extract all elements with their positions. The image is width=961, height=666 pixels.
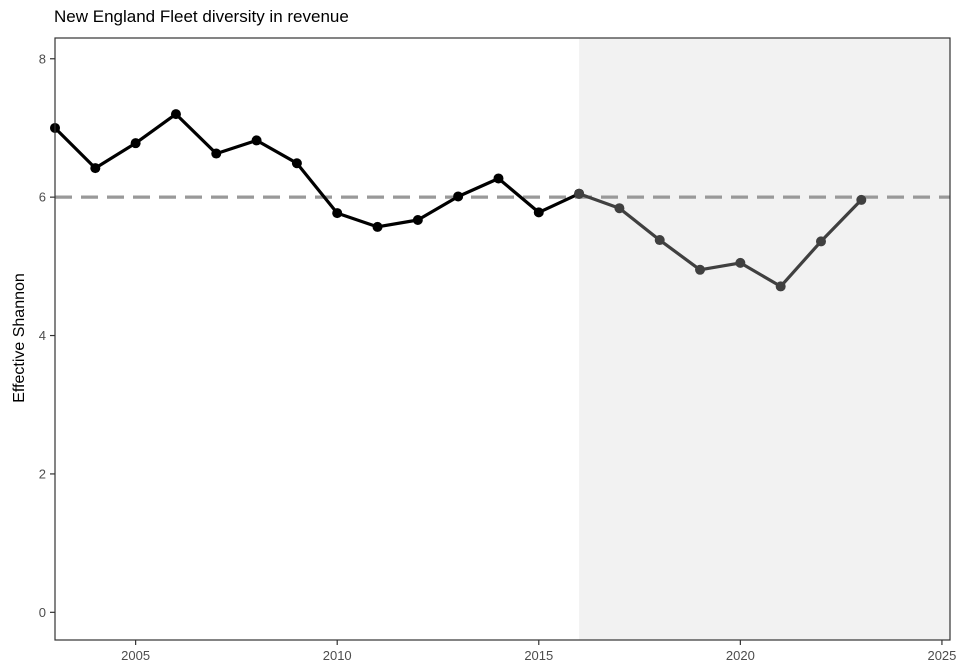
series-2-point-2020 (735, 257, 746, 268)
y-tick-label-8: 8 (39, 51, 46, 66)
series-1-point-2004 (90, 163, 101, 174)
series-2-point-2016 (574, 188, 585, 199)
plot-area: 0 2 4 6 8 2005 2010 2015 2020 2025 (39, 37, 956, 663)
series-2-point-2018 (654, 235, 665, 246)
series-2-point-2019 (695, 264, 706, 275)
y-tick-label-6: 6 (39, 190, 46, 205)
series-1-point-2012 (412, 214, 423, 225)
series-1-point-2008 (251, 135, 262, 146)
series-1-point-2011 (372, 221, 383, 232)
series-2-point-2021 (775, 281, 786, 292)
shaded-region (579, 38, 950, 640)
series-2-point-2023 (856, 194, 867, 205)
series-line-2 (577, 192, 863, 288)
chart-title: New England Fleet diversity in revenue (54, 7, 349, 26)
y-tick-label-4: 4 (39, 328, 46, 343)
y-axis-label: Effective Shannon (11, 273, 28, 403)
series-1-point-2013 (453, 191, 464, 202)
x-tick-label-2010: 2010 (323, 648, 352, 663)
series-2-point-2017 (614, 203, 625, 214)
y-tick-label-2: 2 (39, 466, 46, 481)
series-1-point-2006 (170, 109, 181, 120)
y-tick-label-0: 0 (39, 605, 46, 620)
series-1-point-2010 (332, 208, 343, 219)
series-2-point-2022 (815, 236, 826, 247)
x-tick-label-2020: 2020 (726, 648, 755, 663)
series-1-point-2007 (211, 148, 222, 159)
x-tick-label-2015: 2015 (524, 648, 553, 663)
series-line-1 (53, 112, 581, 229)
series-1-point-2009 (291, 158, 302, 169)
series-1-point-2015 (533, 207, 544, 218)
x-tick-label-2005: 2005 (121, 648, 150, 663)
series-1-point-2005 (130, 138, 141, 149)
x-tick-label-2025: 2025 (927, 648, 956, 663)
panel-border (54, 37, 951, 641)
series-1-point-2014 (493, 173, 504, 184)
